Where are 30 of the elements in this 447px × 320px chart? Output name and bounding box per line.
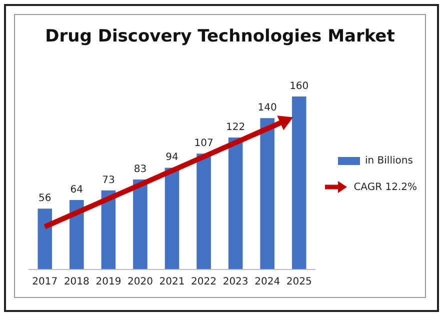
data-label: 94 xyxy=(166,152,178,164)
bar xyxy=(101,190,116,269)
bar xyxy=(70,200,84,269)
x-tick-label: 2018 xyxy=(64,276,90,288)
legend-label: in Billions xyxy=(365,156,413,166)
x-tick-label: 2019 xyxy=(96,276,122,288)
bar xyxy=(260,118,274,269)
x-tick-label: 2024 xyxy=(254,276,280,288)
data-label: 160 xyxy=(290,81,309,92)
data-label: 64 xyxy=(70,184,84,196)
x-tick-label: 2021 xyxy=(159,276,185,288)
data-label: 107 xyxy=(194,138,214,150)
bar xyxy=(228,138,243,269)
data-label: 56 xyxy=(38,193,52,204)
x-tick-label: 2020 xyxy=(127,276,153,288)
x-tick-label: 2017 xyxy=(32,276,58,288)
bar xyxy=(38,208,52,269)
x-tick-label: 2022 xyxy=(191,276,217,288)
x-tick-label: 2023 xyxy=(222,276,248,288)
chart-title: Drug Discovery Technologies Market xyxy=(45,26,395,46)
data-label: 83 xyxy=(134,164,147,176)
data-label: 73 xyxy=(102,174,115,186)
text: CAGR 12.2% xyxy=(354,182,417,192)
bar xyxy=(196,154,211,269)
bar xyxy=(133,180,148,269)
data-label: 140 xyxy=(258,102,277,114)
data-label: 122 xyxy=(226,122,246,134)
x-tick-label: 2025 xyxy=(286,276,312,288)
bar xyxy=(164,168,180,269)
bar xyxy=(292,96,306,269)
